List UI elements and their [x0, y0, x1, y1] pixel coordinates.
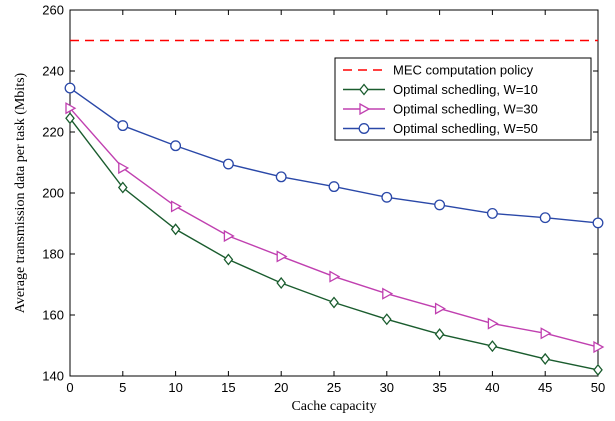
x-tick-label: 35: [432, 380, 446, 395]
data-point: [593, 340, 605, 354]
legend-swatch-marker: [358, 123, 370, 134]
data-point: [434, 302, 446, 315]
x-tick-label: 50: [591, 380, 605, 395]
data-point: [540, 352, 551, 365]
data-point: [328, 181, 340, 193]
data-point: [276, 250, 288, 263]
legend-entry: Optimal schedling, W=10: [393, 82, 538, 97]
y-tick-label: 220: [42, 125, 64, 140]
data-point: [64, 82, 76, 94]
data-point: [487, 317, 499, 330]
y-tick-label: 180: [42, 247, 64, 262]
legend-entry: Optimal schedling, W=30: [393, 102, 538, 117]
legend-swatch-marker: [359, 102, 371, 116]
data-point: [381, 313, 392, 326]
data-point: [486, 207, 498, 219]
data-point: [593, 363, 603, 376]
data-point: [117, 181, 128, 194]
data-point: [170, 140, 182, 152]
y-tick-label: 200: [42, 186, 64, 201]
y-tick-label: 260: [42, 3, 64, 18]
x-tick-label: 5: [119, 380, 126, 395]
data-point: [170, 200, 182, 213]
y-tick-label: 240: [42, 64, 64, 79]
x-tick-label: 45: [538, 380, 552, 395]
legend-entry: MEC computation policy: [393, 63, 534, 78]
x-tick-label: 15: [221, 380, 235, 395]
data-point: [329, 296, 339, 309]
data-point: [118, 161, 130, 175]
data-point: [434, 328, 445, 341]
legend-box: [334, 57, 592, 141]
x-tick-label: 0: [66, 380, 73, 395]
y-tick-label: 140: [42, 369, 64, 384]
legend: MEC computation policy Optimal schedling,…: [334, 57, 592, 141]
data-point: [275, 171, 287, 183]
series-3: [64, 82, 604, 229]
data-point: [223, 253, 234, 266]
x-tick-label: 30: [380, 380, 394, 395]
data-point: [592, 217, 604, 229]
legend-swatch-marker: [359, 83, 369, 96]
data-point: [223, 229, 235, 243]
x-tick-label: 40: [485, 380, 499, 395]
legend-entry: Optimal schedling, W=50: [393, 121, 538, 136]
series-line: [69, 117, 599, 371]
y-axis-label: Average transmission data per task (Mbit…: [13, 72, 28, 313]
plot-area: 0 5 10 15 20 25 30 35 40 45 50 140 160 180 200 220 240 26…: [42, 3, 605, 396]
x-tick-label: 10: [168, 380, 182, 395]
data-point: [434, 199, 446, 211]
data-point: [382, 287, 394, 300]
data-point: [381, 191, 393, 203]
x-axis-label: Cache capacity: [291, 399, 376, 414]
data-point: [170, 223, 181, 236]
data-point: [65, 102, 77, 115]
series-line: [69, 107, 599, 348]
series-2: [65, 102, 605, 354]
data-point: [117, 120, 129, 132]
data-point: [276, 276, 287, 290]
y-tick-label: 160: [42, 308, 64, 323]
data-point: [487, 340, 498, 353]
x-tick-label: 20: [274, 380, 288, 395]
data-point: [222, 158, 234, 170]
data-point: [539, 212, 551, 224]
data-point: [65, 112, 75, 125]
data-point: [329, 270, 341, 283]
data-point: [540, 327, 552, 340]
series-1: [65, 112, 603, 376]
x-tick-label: 25: [327, 380, 341, 395]
